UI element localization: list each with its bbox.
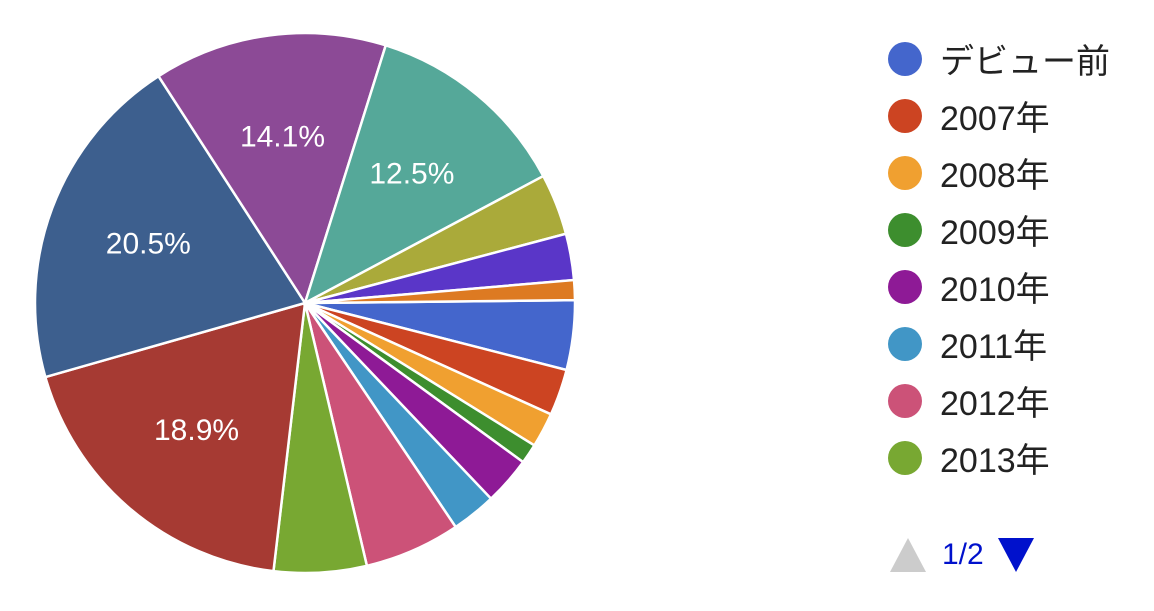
- legend-label: 2007年: [940, 100, 1050, 138]
- slice-label-10: 14.1%: [240, 121, 325, 154]
- pie-chart: 18.9% 20.5% 14.1% 12.5%: [33, 31, 577, 575]
- legend-item-2[interactable]: 2008年: [888, 144, 1110, 201]
- legend-swatch: [888, 326, 922, 361]
- pie-slice-11: [302, 43, 545, 306]
- pie-slice-9: [33, 74, 307, 379]
- legend-swatch: [888, 440, 922, 475]
- legend-swatch: [888, 212, 922, 247]
- legend-label: 2012年: [940, 385, 1050, 423]
- legend-label: 2011年: [940, 328, 1048, 366]
- legend-swatch: [888, 155, 922, 190]
- legend-item-3[interactable]: 2009年: [888, 201, 1110, 258]
- slice-label-11: 12.5%: [369, 158, 454, 191]
- legend-label: 2010年: [940, 271, 1050, 309]
- legend-item-6[interactable]: 2012年: [888, 372, 1110, 429]
- legend-item-0[interactable]: デビュー前: [888, 30, 1110, 87]
- pager-next-icon[interactable]: [997, 538, 1034, 572]
- legend-label: デビュー前: [940, 43, 1110, 81]
- legend-swatch: [888, 41, 922, 76]
- legend: デビュー前 2007年 2008年 2009年 2010年 2011年 2012年 2013年: [888, 30, 1110, 486]
- legend-label: 2009年: [940, 214, 1050, 252]
- pager-text: 1/2: [942, 538, 984, 571]
- pie-slice-10: [156, 31, 388, 306]
- legend-item-7[interactable]: 2013年: [888, 429, 1110, 486]
- legend-item-5[interactable]: 2011年: [888, 315, 1110, 372]
- legend-swatch: [888, 98, 922, 133]
- legend-pager: 1/2: [890, 538, 1034, 572]
- legend-item-4[interactable]: 2010年: [888, 258, 1110, 315]
- slice-label-9: 20.5%: [106, 228, 191, 261]
- legend-label: 2008年: [940, 157, 1050, 195]
- slice-label-8: 18.9%: [154, 414, 239, 447]
- legend-item-1[interactable]: 2007年: [888, 87, 1110, 144]
- pie-slice-14: [304, 278, 577, 305]
- pie-slice-8: [43, 301, 307, 573]
- legend-swatch: [888, 383, 922, 418]
- legend-label: 2013年: [940, 442, 1050, 480]
- legend-swatch: [888, 269, 922, 304]
- pager-prev-icon[interactable]: [890, 538, 926, 572]
